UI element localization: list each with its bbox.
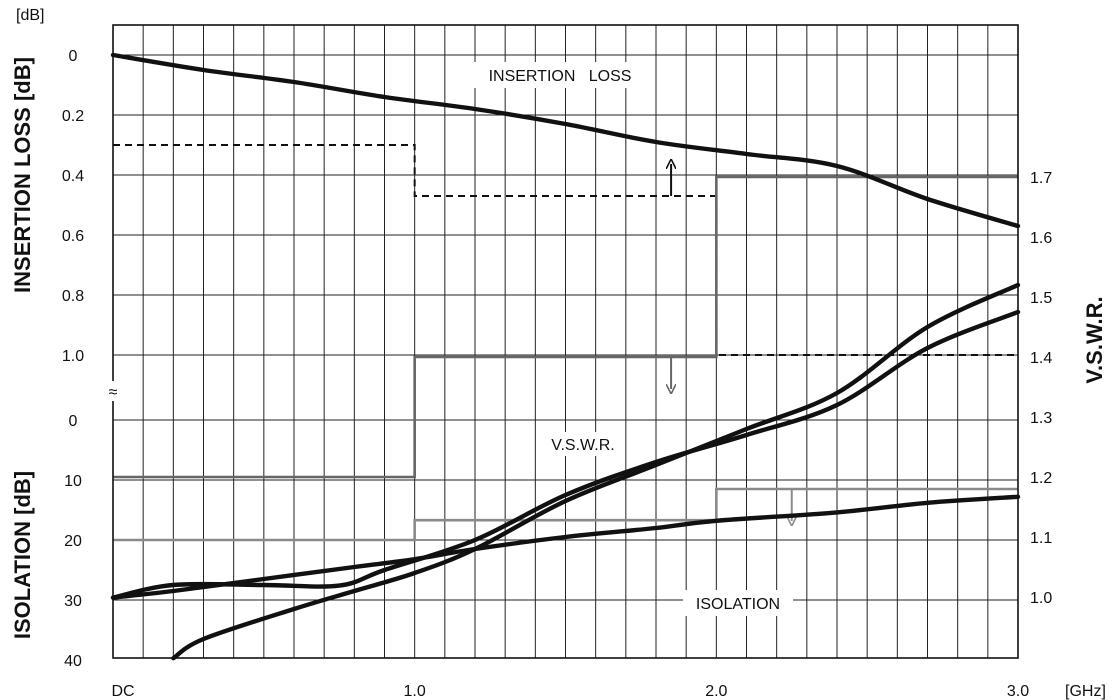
vswr-annotation-bg <box>545 432 621 456</box>
insertion-loss-tick-label: 0.4 <box>62 168 84 185</box>
x-tick-label: DC <box>111 683 134 700</box>
vswr-tick-label: 1.3 <box>1030 410 1052 427</box>
series-line <box>171 282 1021 661</box>
left-unit-label: [dB] <box>16 7 44 24</box>
axis-break-symbol: ≈ <box>109 384 118 401</box>
series-line <box>110 494 1021 600</box>
isolation-tick-label: 10 <box>64 473 82 490</box>
vswr-tick-label: 1.7 <box>1030 170 1052 187</box>
isolation-annotation-bg <box>683 590 793 616</box>
insertion-loss-tick-label: 0.8 <box>62 288 84 305</box>
insertion-loss-axis-title: INSERTION LOSS [dB] <box>10 57 35 293</box>
vswr-tick-label: 1.2 <box>1030 470 1052 487</box>
vswr-tick-label: 1.4 <box>1030 350 1052 367</box>
x-unit-label: [GHz] <box>1065 683 1106 700</box>
vswr-tick-label: 1.1 <box>1030 530 1052 547</box>
isolation-tick-label: 40 <box>64 653 82 670</box>
insertion-loss-tick-label: 0.6 <box>62 228 84 245</box>
isolation-tick-label: 0 <box>69 413 78 430</box>
isolation-annotation: ISOLATION <box>696 596 780 613</box>
isolation-tick-label: 20 <box>64 533 82 550</box>
vswr-tick-label: 1.0 <box>1030 590 1052 607</box>
series-line <box>110 52 1021 229</box>
vswr-tick-label: 1.5 <box>1030 290 1052 307</box>
insertion-loss-tick-label: 1.0 <box>62 348 84 365</box>
spec-limit-line <box>113 487 1018 542</box>
insertion-loss-annotation: INSERTION LOSS <box>489 68 632 85</box>
series-line <box>110 309 1021 600</box>
grid <box>113 25 1018 658</box>
x-tick-label: 2.0 <box>705 683 727 700</box>
vswr-axis-title: V.S.W.R. <box>1082 296 1107 383</box>
x-tick-label: 1.0 <box>404 683 426 700</box>
isolation-axis-title: ISOLATION [dB] <box>10 471 35 639</box>
vswr-annotation: V.S.W.R. <box>551 437 614 454</box>
insertion-loss-tick-label: 0 <box>69 48 78 65</box>
plot-frame <box>112 24 1019 659</box>
tick-labels: 0 0.2 0.4 0.6 0.8 1.0 0 10 20 30 40 1.0 1.1 1.2 1.3 1.4… <box>62 48 1052 700</box>
spec-limits <box>113 144 1018 542</box>
spec-limit-line <box>113 175 1018 479</box>
x-tick-label: 3.0 <box>1007 683 1029 700</box>
vswr-tick-label: 1.6 <box>1030 230 1052 247</box>
insertion-loss-annotation-bg <box>470 62 650 88</box>
isolation-tick-label: 30 <box>64 593 82 610</box>
axis-break-mask <box>105 381 121 401</box>
data-series <box>110 52 1021 661</box>
insertion-loss-tick-label: 0.2 <box>62 108 84 125</box>
